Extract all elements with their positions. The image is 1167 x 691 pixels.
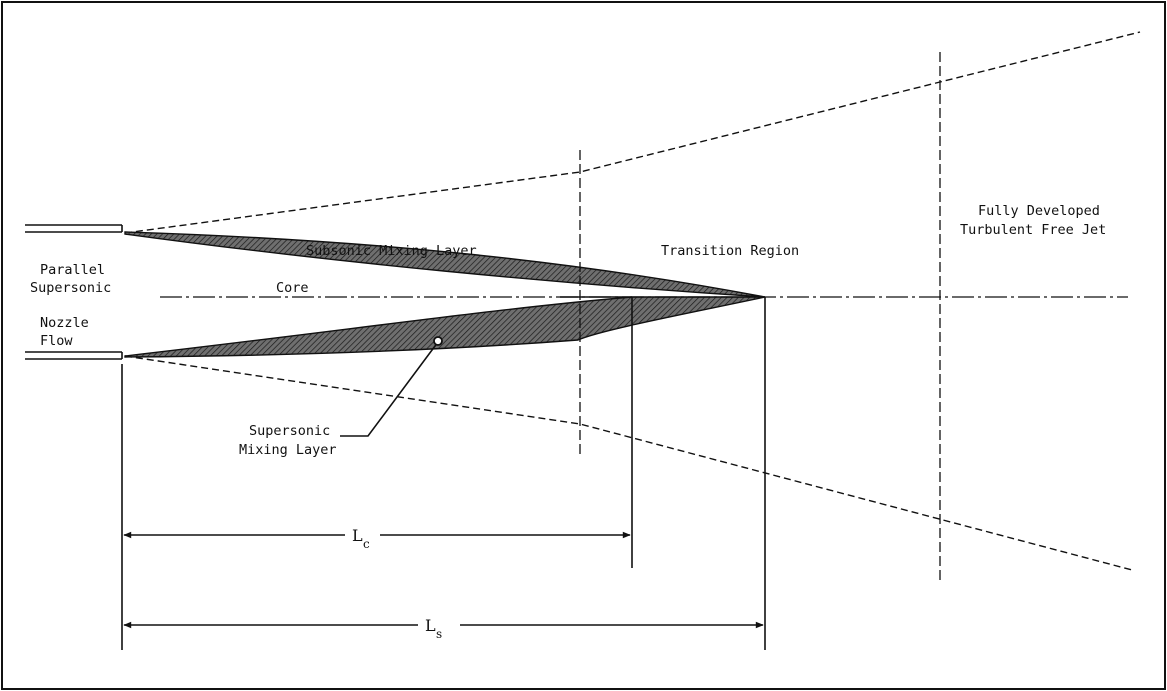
upper-mixing-layer (124, 231, 766, 298)
lower-mixing-layer (124, 296, 766, 358)
fully-developed-label-line1: Fully Developed (978, 203, 1100, 219)
nozzle-label-line3: Nozzle (40, 315, 89, 331)
ls-dimension: L s (123, 616, 764, 641)
nozzle-lower-wall (25, 351, 123, 360)
subsonic-mixing-layer-label: Subsonic Mixing Layer (306, 243, 477, 259)
lc-subscript: c (363, 537, 370, 551)
supersonic-mixing-layer-label-line1: Supersonic (249, 423, 330, 439)
supersonic-leader-dot (433, 336, 443, 346)
nozzle-label-line2: Supersonic (30, 280, 111, 296)
nozzle-upper-wall (25, 224, 123, 233)
lc-dimension: L c (123, 526, 631, 551)
nozzle-label-line4: Flow (40, 333, 73, 349)
core-label: Core (276, 280, 309, 296)
supersonic-leader-line (340, 341, 439, 437)
ls-subscript: s (436, 627, 442, 641)
lc-symbol: L (352, 526, 363, 545)
jet-lower-boundary (124, 355, 1133, 571)
nozzle-label-line1: Parallel (40, 262, 105, 278)
ls-symbol: L (425, 616, 436, 635)
supersonic-mixing-layer-label-line2: Mixing Layer (239, 442, 337, 458)
transition-region-label: Transition Region (661, 243, 799, 259)
fully-developed-label-line2: Turbulent Free Jet (960, 222, 1106, 238)
